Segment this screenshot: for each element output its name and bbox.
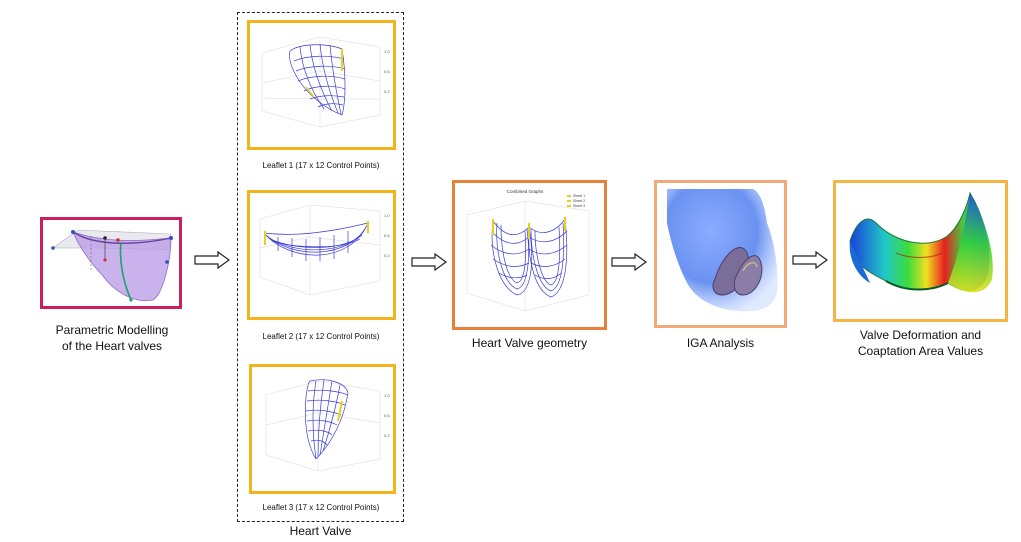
leaflet-2-plot: 1.0 0.6 0.2 bbox=[259, 204, 390, 296]
leaflet-3-caption: Leaflet 3 (17 x 12 Control Points) bbox=[262, 503, 380, 512]
iga-label: IGA Analysis bbox=[686, 336, 755, 350]
leaflet-1-caption: Leaflet 1 (17 x 12 Control Points) bbox=[262, 161, 380, 170]
deformation-label: Valve Deformation and Coaptation Area Va… bbox=[829, 327, 1012, 359]
combined-graph-legend: Sheet 1 Sheet 2 Sheet 3 bbox=[567, 194, 585, 208]
iga-box bbox=[654, 180, 787, 328]
parametric-model-label: Parametric Modelling of the Heart valves bbox=[28, 322, 196, 354]
leaflet-2-caption: Leaflet 2 (17 x 12 Control Points) bbox=[262, 332, 380, 341]
deformation-render bbox=[849, 191, 993, 293]
leaflet-3-box: 1.0 0.6 0.2 bbox=[249, 364, 396, 494]
heart-valve-label: Heart Valve bbox=[289, 524, 352, 538]
svg-text:1.0: 1.0 bbox=[384, 49, 390, 54]
flow-arrow-1 bbox=[194, 251, 230, 269]
svg-text:0.6: 0.6 bbox=[384, 413, 390, 418]
flow-arrow-2 bbox=[411, 253, 447, 271]
svg-text:0.6: 0.6 bbox=[384, 69, 390, 74]
combined-graph-title: Combined Graphs bbox=[507, 189, 544, 194]
parametric-label-line1: Parametric Modelling bbox=[55, 323, 169, 337]
parametric-model-box bbox=[40, 217, 182, 309]
geometry-box: Combined Graphs Sheet 1 Sheet 2 Sheet 3 bbox=[452, 180, 607, 330]
leaflet-1-plot: 1.0 0.6 0.2 bbox=[261, 36, 390, 128]
legend-sheet-3: Sheet 3 bbox=[573, 204, 585, 208]
parametric-model-figure bbox=[51, 229, 173, 302]
leaflet-3-plot: 1.0 0.6 0.2 bbox=[265, 379, 390, 472]
iga-render bbox=[667, 189, 778, 312]
combined-graph: Combined Graphs Sheet 1 Sheet 2 Sheet 3 bbox=[466, 189, 590, 312]
svg-text:0.2: 0.2 bbox=[384, 433, 390, 438]
legend-sheet-1: Sheet 1 bbox=[573, 194, 585, 198]
flow-arrow-3 bbox=[611, 253, 647, 271]
svg-text:0.2: 0.2 bbox=[384, 89, 390, 94]
heart-valve-group bbox=[237, 12, 404, 522]
legend-sheet-2: Sheet 2 bbox=[573, 199, 585, 203]
svg-text:0.2: 0.2 bbox=[384, 253, 390, 258]
deformation-label-line1: Valve Deformation and bbox=[859, 328, 982, 342]
flow-arrow-4 bbox=[792, 251, 828, 269]
deformation-label-line2: Coaptation Area Values bbox=[857, 344, 984, 358]
geometry-label: Heart Valve geometry bbox=[471, 336, 588, 350]
svg-text:0.6: 0.6 bbox=[384, 233, 390, 238]
deformation-box bbox=[833, 180, 1008, 322]
parametric-label-line2: of the Heart valves bbox=[61, 339, 163, 353]
svg-text:1.0: 1.0 bbox=[384, 393, 390, 398]
leaflet-1-box: 1.0 0.6 0.2 bbox=[247, 20, 396, 150]
svg-text:1.0: 1.0 bbox=[384, 213, 390, 218]
leaflet-2-box: 1.0 0.6 0.2 bbox=[247, 190, 396, 320]
